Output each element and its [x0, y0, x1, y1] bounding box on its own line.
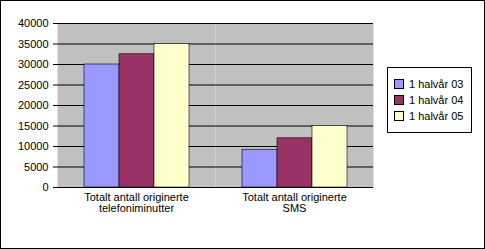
svg-text:20000: 20000 — [18, 99, 49, 111]
svg-text:40000: 40000 — [18, 17, 49, 29]
svg-text:15000: 15000 — [18, 120, 49, 132]
html-text:1 halvår 04: 1 halvår 04 — [409, 94, 464, 106]
svg-text:35000: 35000 — [18, 38, 49, 50]
svg-text:10000: 10000 — [18, 140, 49, 152]
svg-text:25000: 25000 — [18, 79, 49, 91]
svg-text:5000: 5000 — [24, 161, 48, 173]
svg-text:0: 0 — [42, 181, 48, 193]
svg-text:Totalt antall originerteSMS: Totalt antall originerteSMS — [242, 191, 347, 214]
html-text:1 halvår 03: 1 halvår 03 — [409, 78, 464, 90]
html-text:1 halvår 05: 1 halvår 05 — [409, 110, 464, 122]
svg-text:Totalt antall originertetelefo: Totalt antall originertetelefoniminutter — [84, 191, 189, 214]
svg-text:30000: 30000 — [18, 58, 49, 70]
